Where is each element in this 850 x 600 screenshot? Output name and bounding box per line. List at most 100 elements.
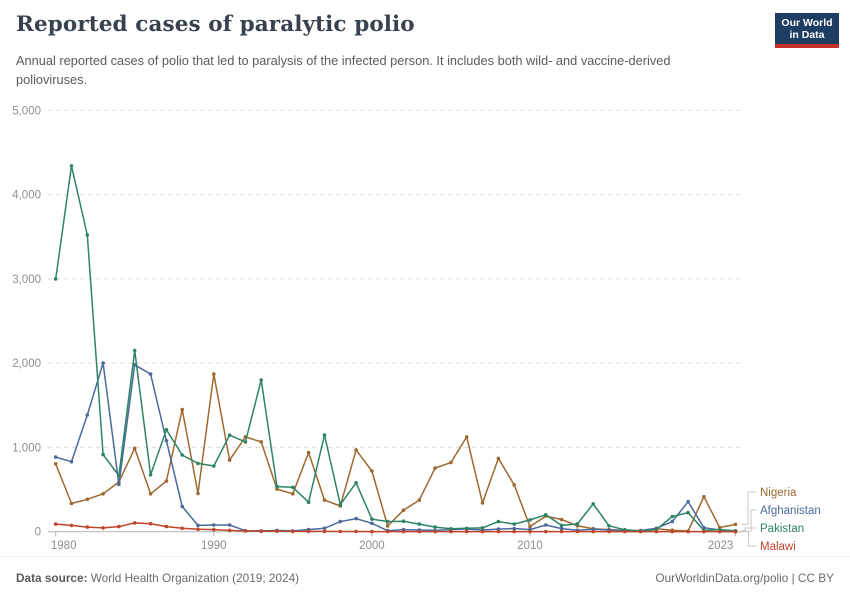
owid-logo: Our World in Data [775, 13, 839, 48]
point-pakistan-2009 [512, 522, 516, 526]
point-nigeria-1988 [180, 407, 184, 412]
point-pakistan-2012 [559, 523, 564, 528]
point-malawi-1991 [227, 528, 232, 533]
point-afghanistan-2012 [559, 526, 564, 531]
point-pakistan-1985 [132, 348, 137, 353]
point-nigeria-1990 [212, 372, 216, 376]
line-pakistan [54, 165, 737, 532]
point-nigeria-2003 [417, 498, 422, 502]
point-malawi-1994 [275, 529, 279, 534]
point-malawi-2016 [623, 529, 627, 534]
point-malawi-2020 [686, 529, 690, 534]
point-afghanistan-1985 [132, 363, 137, 367]
legend-label-afghanistan[interactable]: Afghanistan [760, 505, 821, 517]
point-pakistan-2004 [433, 525, 437, 529]
point-afghanistan-2009 [512, 526, 516, 531]
point-pakistan-1989 [196, 461, 200, 466]
point-malawi-2008 [496, 529, 501, 534]
point-nigeria-1983 [101, 492, 105, 496]
point-nigeria-1995 [291, 492, 295, 496]
point-afghanistan-1987 [164, 438, 169, 443]
point-pakistan-2002 [401, 519, 406, 523]
point-malawi-1981 [69, 523, 74, 528]
chart-footer: Data source: World Health Organization (… [0, 556, 850, 585]
y-tick-label: 2,000 [12, 358, 41, 370]
point-afghanistan-1981 [69, 459, 74, 464]
y-tick-label: 3,000 [12, 274, 41, 286]
point-nigeria-2002 [401, 508, 406, 512]
point-malawi-1990 [212, 527, 216, 532]
point-nigeria-2010 [528, 524, 532, 529]
point-afghanistan-1991 [227, 523, 232, 527]
legend-label-pakistan[interactable]: Pakistan [760, 523, 804, 535]
point-afghanistan-1986 [148, 372, 153, 376]
point-pakistan-1993 [259, 378, 264, 382]
legend-label-malawi[interactable]: Malawi [760, 541, 796, 553]
point-nigeria-2012 [559, 517, 564, 522]
point-afghanistan-1982 [85, 413, 90, 417]
point-malawi-1987 [164, 524, 169, 529]
point-nigeria-2000 [370, 469, 374, 473]
point-pakistan-2003 [417, 522, 422, 526]
point-nigeria-2004 [433, 466, 437, 470]
point-pakistan-1991 [227, 433, 232, 438]
y-tick-label: 0 [35, 527, 41, 539]
point-nigeria-1989 [196, 491, 200, 496]
point-afghanistan-1989 [196, 523, 200, 528]
point-nigeria-2007 [480, 501, 485, 505]
point-pakistan-1994 [275, 484, 279, 489]
data-source-text: World Health Organization (2019; 2024) [87, 571, 300, 585]
point-nigeria-2001 [385, 524, 390, 528]
point-nigeria-2006 [464, 435, 469, 439]
point-pakistan-1992 [243, 440, 248, 444]
point-malawi-2000 [370, 529, 374, 534]
owid-logo-line1: Our World [781, 17, 833, 29]
owid-polio-link[interactable]: OurWorldinData.org/polio [655, 571, 789, 585]
point-nigeria-2021 [702, 494, 706, 499]
point-nigeria-2023 [733, 522, 738, 527]
point-afghanistan-2011 [544, 523, 548, 527]
point-afghanistan-1998 [338, 519, 343, 524]
data-source-label: Data source: [16, 571, 88, 585]
point-malawi-1982 [85, 525, 90, 529]
point-malawi-2004 [433, 529, 437, 534]
point-pakistan-1997 [322, 433, 327, 437]
point-pakistan-1986 [148, 473, 153, 477]
point-pakistan-2005 [449, 527, 453, 531]
point-malawi-2002 [401, 529, 406, 534]
point-nigeria-1993 [259, 440, 264, 444]
point-malawi-2019 [670, 529, 675, 534]
point-malawi-2022 [717, 529, 722, 534]
x-tick-label: 2023 [708, 540, 734, 552]
point-afghanistan-1983 [101, 361, 105, 365]
x-tick-label: 2000 [359, 540, 385, 552]
point-nigeria-2009 [512, 483, 516, 487]
point-nigeria-1980 [53, 462, 58, 466]
point-pakistan-2000 [370, 517, 374, 521]
point-pakistan-1990 [212, 464, 216, 468]
point-pakistan-1980 [53, 277, 58, 281]
legend-connector-nigeria [741, 491, 757, 525]
point-malawi-1996 [306, 529, 311, 534]
point-nigeria-2008 [496, 456, 501, 461]
point-nigeria-2005 [449, 460, 453, 465]
point-nigeria-1985 [132, 446, 137, 451]
point-malawi-2011 [544, 529, 548, 534]
legend-connector-malawi [741, 531, 757, 547]
point-afghanistan-1990 [212, 523, 216, 527]
legend-label-nigeria[interactable]: Nigeria [760, 487, 797, 499]
footer-citation: OurWorldinData.org/polio | CC BY [655, 571, 834, 585]
y-tick-label: 1,000 [12, 442, 41, 454]
point-malawi-2007 [480, 529, 485, 534]
point-malawi-2013 [575, 529, 580, 534]
point-pakistan-1983 [101, 452, 105, 457]
x-tick-label: 1980 [51, 540, 77, 552]
point-malawi-2023 [733, 529, 738, 534]
point-pakistan-2013 [575, 522, 580, 526]
point-malawi-1986 [148, 521, 153, 526]
point-nigeria-1981 [69, 501, 74, 506]
x-tick-label: 1990 [201, 540, 227, 552]
point-malawi-1984 [117, 524, 121, 529]
